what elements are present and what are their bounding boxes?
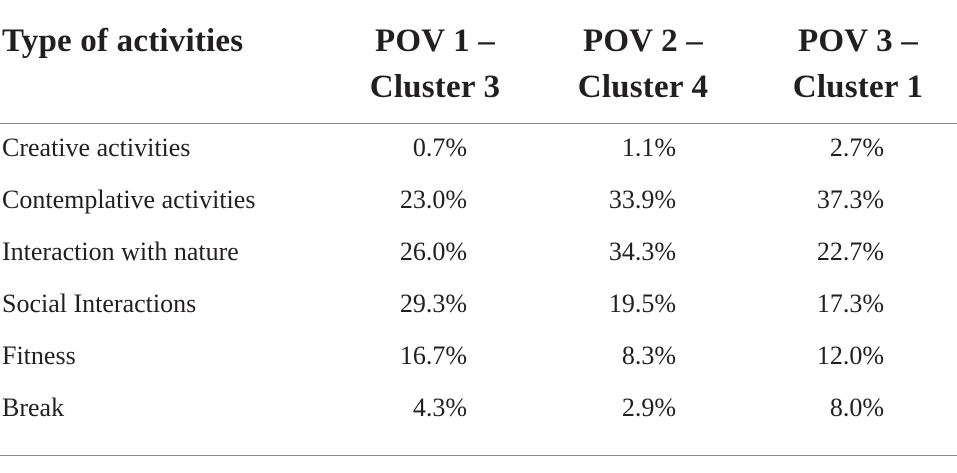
row-label: Social Interactions: [2, 289, 197, 318]
header-divider: [0, 123, 957, 124]
row-label: Interaction with nature: [2, 237, 239, 266]
cell-pov3: 37.3%: [816, 185, 884, 214]
cell-pov2: 19.5%: [608, 289, 676, 318]
cell-pov2: 33.9%: [608, 185, 676, 214]
header-text-line2: Cluster 3: [369, 69, 501, 105]
bottom-divider: [0, 455, 957, 456]
table-row: Contemplative activities 23.0% 33.9% 37.…: [0, 174, 957, 226]
cell-pov1: 26.0%: [399, 237, 467, 266]
header-text: Type of activities: [2, 23, 244, 59]
table-row: Creative activities 0.7% 1.1% 2.7%: [0, 122, 957, 174]
cell-pov3: 8.0%: [829, 393, 884, 422]
header-pov1-cluster3: POV 1 – Cluster 3: [360, 18, 510, 110]
row-label: Fitness: [2, 341, 76, 370]
cell-pov3: 17.3%: [816, 289, 884, 318]
cell-pov1: 0.7%: [412, 133, 467, 162]
table-row: Fitness 16.7% 8.3% 12.0%: [0, 330, 957, 382]
table-row: Interaction with nature 26.0% 34.3% 22.7…: [0, 226, 957, 278]
cell-pov3: 2.7%: [829, 133, 884, 162]
cell-pov1: 4.3%: [412, 393, 467, 422]
cell-pov2: 34.3%: [608, 237, 676, 266]
cell-pov2: 2.9%: [621, 393, 676, 422]
cell-pov3: 12.0%: [816, 341, 884, 370]
row-label: Contemplative activities: [2, 185, 256, 214]
cell-pov2: 8.3%: [621, 341, 676, 370]
table-row: Social Interactions 29.3% 19.5% 17.3%: [0, 278, 957, 330]
header-text-line2: Cluster 4: [577, 69, 709, 105]
cell-pov3: 22.7%: [816, 237, 884, 266]
header-text-line1: POV 3 –: [798, 23, 918, 59]
cell-pov1: 16.7%: [399, 341, 467, 370]
header-text-line1: POV 1 –: [375, 23, 495, 59]
header-text-line1: POV 2 –: [583, 23, 703, 59]
header-text-line2: Cluster 1: [792, 69, 924, 105]
table-row: Break 4.3% 2.9% 8.0%: [0, 382, 957, 434]
cell-pov1: 23.0%: [399, 185, 467, 214]
header-pov2-cluster4: POV 2 – Cluster 4: [568, 18, 718, 110]
row-label: Creative activities: [2, 133, 191, 162]
cell-pov2: 1.1%: [621, 133, 676, 162]
cell-pov1: 29.3%: [399, 289, 467, 318]
header-pov3-cluster1: POV 3 – Cluster 1: [783, 18, 933, 110]
header-type-of-activities: Type of activities: [2, 18, 243, 64]
row-label: Break: [2, 393, 65, 422]
